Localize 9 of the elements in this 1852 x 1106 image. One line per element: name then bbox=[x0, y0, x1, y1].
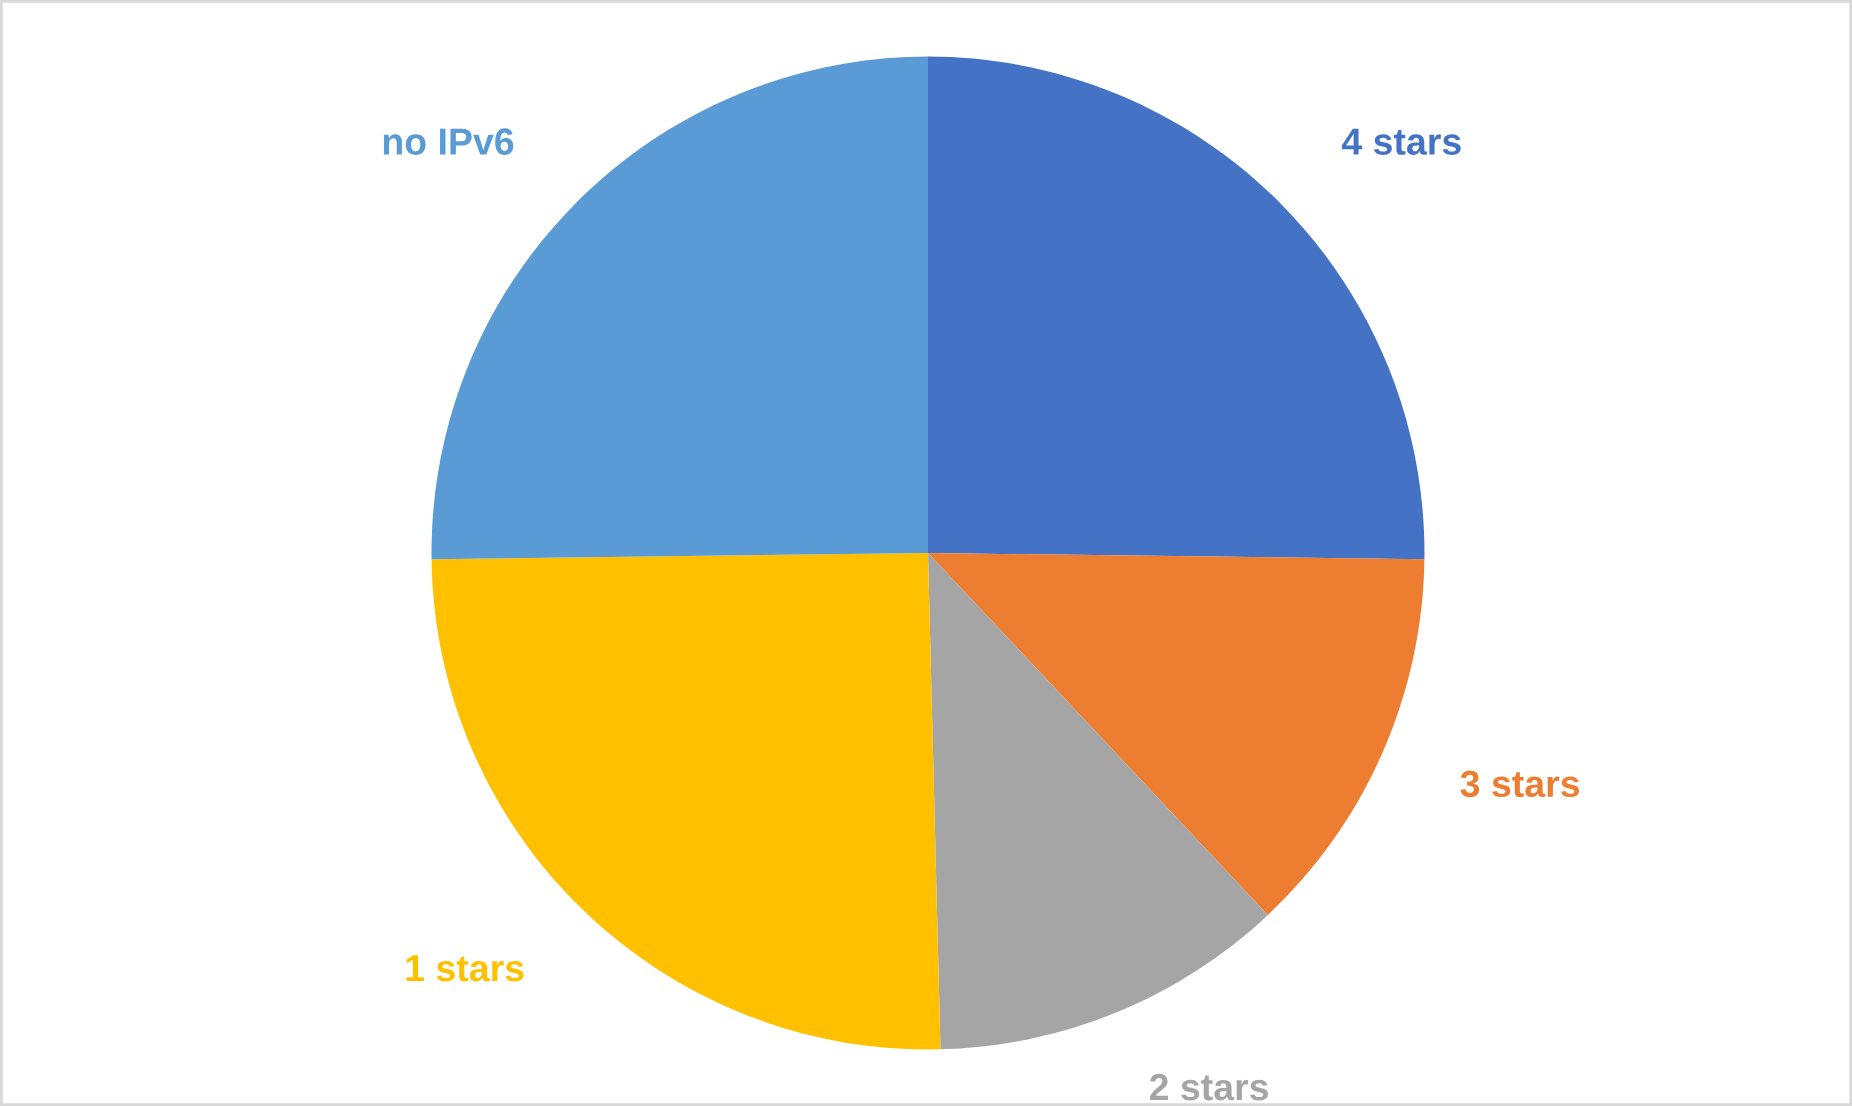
slice-label: 3 stars bbox=[1460, 770, 1580, 798]
pie-slice bbox=[431, 56, 928, 560]
pie-slice bbox=[928, 553, 1425, 915]
slice-label: 4 stars bbox=[1341, 128, 1461, 155]
pie-slice bbox=[928, 553, 1268, 1050]
slice-label: 2 stars bbox=[1149, 1073, 1268, 1101]
slice-label: no IPv6 bbox=[383, 128, 514, 155]
pie-slice bbox=[431, 553, 941, 1050]
slice-label: 1 stars bbox=[406, 955, 524, 982]
